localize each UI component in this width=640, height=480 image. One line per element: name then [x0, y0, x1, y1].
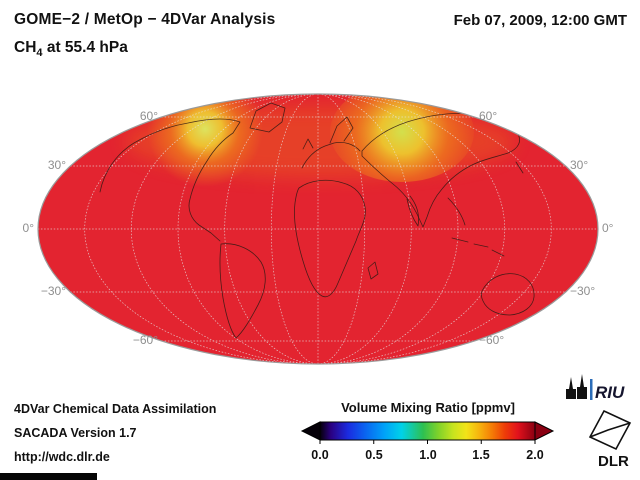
colorbar-arrow-left — [300, 421, 321, 441]
bottom-edge-artifact — [0, 473, 97, 480]
lat-label-right-60s: −60° — [479, 333, 505, 347]
dlr-logo: DLR — [588, 409, 632, 470]
lat-label-right-30s: −30° — [570, 284, 596, 298]
cathedral-icon — [566, 374, 587, 399]
footer-version-label: SACADA Version 1.7 — [14, 426, 137, 440]
colorbar-tick-1.5: 1.5 — [472, 448, 490, 462]
lat-label-left-60n: 60° — [139, 109, 158, 123]
lat-label-right-30n: 30° — [570, 158, 589, 172]
footer-assimilation-label: 4DVar Chemical Data Assimilation — [14, 402, 217, 416]
ch4-anomaly-siberia — [330, 94, 474, 182]
lat-label-right-60n: 60° — [479, 109, 498, 123]
subtitle-level: at 55.4 hPa — [42, 39, 128, 56]
dlr-wordmark: DLR — [598, 453, 629, 470]
subtitle-species: CH — [14, 39, 37, 56]
colorbar-tickmarks — [319, 440, 536, 444]
page-subtitle: CH4 at 55.4 hPa — [14, 39, 128, 59]
lat-label-left-0: 0° — [22, 221, 34, 235]
graticule — [38, 94, 598, 364]
page-title: GOME−2 / MetOp − 4DVar Analysis — [14, 11, 276, 28]
colorbar-tick-1.0: 1.0 — [419, 448, 437, 462]
lat-label-left-30n: 30° — [47, 158, 66, 172]
colorbar-tick-0.0: 0.0 — [311, 448, 329, 462]
lat-label-left-30s: −30° — [40, 284, 66, 298]
lat-label-right-0: 0° — [602, 221, 614, 235]
dlr-diamond-icon — [588, 409, 632, 451]
colorbar-tick-2.0: 2.0 — [526, 448, 544, 462]
colorbar-gradient — [319, 421, 536, 441]
riu-blue-bar — [590, 379, 593, 400]
colorbar — [300, 421, 555, 444]
riu-wordmark: RIU — [595, 383, 625, 402]
datetime-label: Feb 07, 2009, 12:00 GMT — [453, 12, 627, 29]
dlr-diamond-chevron — [589, 422, 631, 438]
colorbar-title: Volume Mixing Ratio [ppmv] — [341, 400, 515, 415]
footer-url: http://wdc.dlr.de — [14, 450, 110, 464]
map-border — [37, 93, 599, 365]
lat-label-left-60s: −60° — [132, 333, 158, 347]
colorbar-tick-0.5: 0.5 — [365, 448, 383, 462]
subtitle-species-sub: 4 — [36, 47, 43, 60]
riu-logo: RIU — [566, 374, 625, 402]
colorbar-arrow-right — [534, 421, 555, 441]
